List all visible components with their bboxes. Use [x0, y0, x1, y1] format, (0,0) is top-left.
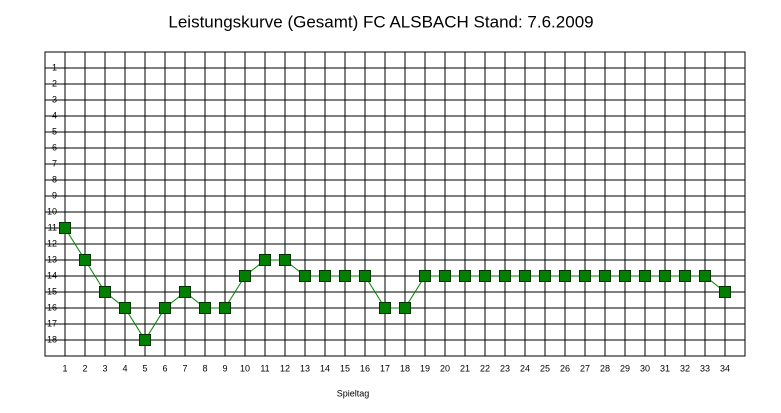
point-marker [619, 270, 631, 282]
x-tick-label: 7 [182, 363, 187, 373]
x-axis-label: Spieltag [337, 388, 370, 398]
x-tick-label: 1 [62, 363, 67, 373]
point-marker [659, 270, 671, 282]
point-marker [199, 302, 211, 314]
y-tick-label: 10 [47, 206, 57, 216]
chart-title: Leistungskurve (Gesamt) FC ALSBACH Stand… [168, 12, 593, 31]
x-tick-label: 5 [142, 363, 147, 373]
x-tick-label: 18 [400, 363, 410, 373]
point-marker [559, 270, 571, 282]
point-marker [299, 270, 311, 282]
x-tick-label: 27 [580, 363, 590, 373]
x-tick-label: 22 [480, 363, 490, 373]
point-marker [279, 254, 291, 266]
y-tick-label: 14 [47, 270, 57, 280]
point-marker [719, 286, 731, 298]
x-tick-label: 32 [680, 363, 690, 373]
y-tick-label: 9 [52, 190, 57, 200]
x-tick-label: 15 [340, 363, 350, 373]
y-tick-label: 5 [52, 126, 57, 136]
y-tick-label: 1 [52, 62, 57, 72]
point-marker [599, 270, 611, 282]
x-tick-label: 17 [380, 363, 390, 373]
y-tick-label: 7 [52, 158, 57, 168]
point-marker [79, 254, 91, 266]
point-marker [459, 270, 471, 282]
x-tick-label: 11 [260, 363, 269, 373]
y-tick-label: 11 [48, 222, 57, 232]
point-marker [319, 270, 331, 282]
point-marker [139, 334, 151, 346]
x-tick-label: 9 [222, 363, 227, 373]
point-marker [179, 286, 191, 298]
x-tick-label: 23 [500, 363, 510, 373]
y-tick-label: 8 [52, 174, 57, 184]
y-tick-label: 4 [52, 110, 57, 120]
x-tick-label: 28 [600, 363, 610, 373]
x-tick-label: 14 [320, 363, 330, 373]
x-tick-label: 21 [460, 363, 470, 373]
x-tick-label: 13 [300, 363, 310, 373]
x-tick-label: 19 [420, 363, 430, 373]
x-tick-label: 2 [82, 363, 87, 373]
point-marker [499, 270, 511, 282]
x-tick-label: 24 [520, 363, 530, 373]
x-tick-label: 10 [240, 363, 250, 373]
point-marker [379, 302, 391, 314]
x-tick-label: 8 [202, 363, 207, 373]
x-tick-label: 3 [102, 363, 107, 373]
point-marker [699, 270, 711, 282]
x-tick-label: 33 [700, 363, 710, 373]
x-tick-label: 6 [162, 363, 167, 373]
point-marker [639, 270, 651, 282]
x-tick-label: 16 [360, 363, 370, 373]
point-marker [679, 270, 691, 282]
point-marker [239, 270, 251, 282]
y-tick-label: 2 [52, 78, 57, 88]
point-marker [339, 270, 351, 282]
point-marker [399, 302, 411, 314]
point-marker [359, 270, 371, 282]
point-marker [259, 254, 271, 266]
point-marker [479, 270, 491, 282]
point-marker [59, 222, 71, 234]
y-tick-label: 6 [52, 142, 57, 152]
y-tick-label: 15 [47, 286, 57, 296]
x-tick-label: 34 [720, 363, 730, 373]
y-tick-label: 13 [47, 254, 57, 264]
point-marker [439, 270, 451, 282]
x-tick-label: 29 [620, 363, 630, 373]
x-tick-label: 4 [122, 363, 127, 373]
point-marker [579, 270, 591, 282]
point-marker [99, 286, 111, 298]
series-line [64, 227, 726, 341]
y-tick-label: 17 [47, 318, 57, 328]
x-tick-label: 30 [640, 363, 650, 373]
y-tick-label: 3 [52, 94, 57, 104]
point-marker [539, 270, 551, 282]
y-tick-label: 18 [47, 334, 57, 344]
y-tick-label: 16 [47, 302, 57, 312]
x-tick-label: 31 [660, 363, 670, 373]
x-tick-label: 12 [280, 363, 290, 373]
point-marker [119, 302, 131, 314]
point-marker [419, 270, 431, 282]
x-tick-label: 25 [540, 363, 550, 373]
point-marker [219, 302, 231, 314]
x-tick-label: 20 [440, 363, 450, 373]
x-tick-label: 26 [560, 363, 570, 373]
point-marker [159, 302, 171, 314]
point-marker [519, 270, 531, 282]
y-tick-label: 12 [47, 238, 57, 248]
plot-frame [44, 51, 746, 357]
